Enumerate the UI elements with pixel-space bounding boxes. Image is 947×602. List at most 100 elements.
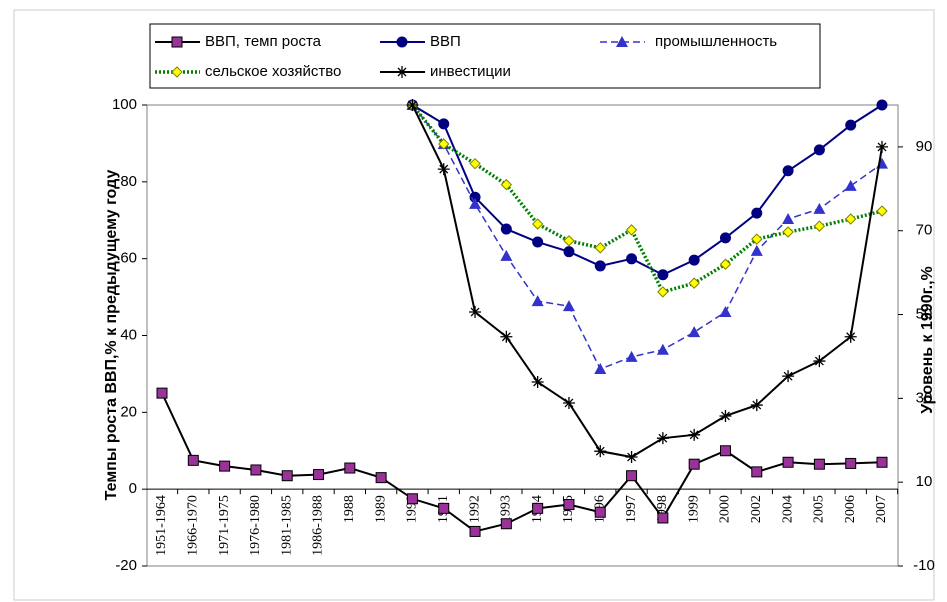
marker <box>406 99 419 111</box>
marker <box>563 235 575 247</box>
marker <box>719 258 732 270</box>
series-line <box>411 104 883 276</box>
legend-label: промышленность <box>655 33 777 50</box>
marker <box>469 157 481 170</box>
marker <box>844 179 857 191</box>
marker <box>616 36 628 47</box>
marker <box>782 370 795 383</box>
x-tick-label: 1993 <box>499 495 514 523</box>
marker <box>813 144 825 156</box>
y-tick-label: 20 <box>120 403 137 420</box>
marker <box>438 118 450 130</box>
series-line <box>411 104 883 370</box>
marker <box>406 493 418 505</box>
y2-axis-title: Уровень к 1990г.,% <box>919 266 936 414</box>
marker <box>171 66 183 78</box>
marker <box>656 432 669 445</box>
x-tick-label: 1986-1988 <box>311 495 326 556</box>
marker <box>219 460 231 472</box>
marker <box>531 295 544 307</box>
marker <box>594 445 607 458</box>
marker <box>625 451 638 464</box>
marker <box>688 254 700 266</box>
x-tick-label: 2006 <box>843 495 858 523</box>
marker <box>813 458 825 470</box>
x-tick-label: 1966-1970 <box>186 495 201 556</box>
x-tick-label: 2004 <box>780 495 795 523</box>
y-tick-label: 0 <box>129 480 137 497</box>
marker <box>719 445 731 457</box>
marker <box>813 355 826 368</box>
marker <box>531 218 544 230</box>
legend-label: ВВП, темп роста <box>205 33 322 50</box>
marker <box>750 244 763 256</box>
marker <box>594 363 607 375</box>
y-tick-label: 100 <box>112 96 137 113</box>
marker <box>688 458 700 470</box>
marker <box>845 457 857 469</box>
y-tick-label: 40 <box>120 326 137 343</box>
marker <box>845 119 857 131</box>
x-tick-label: 1971-1975 <box>217 495 232 556</box>
y-axis-title: Темпы роста ВВП,% к предыдущему году <box>103 170 120 501</box>
y2-tick-label: 50 <box>916 306 933 323</box>
series-line <box>411 104 883 459</box>
marker <box>437 163 450 176</box>
marker <box>469 197 482 209</box>
marker <box>250 464 262 476</box>
marker <box>657 286 669 298</box>
marker <box>396 66 408 78</box>
marker <box>171 36 183 48</box>
marker <box>719 232 731 244</box>
marker <box>500 518 512 530</box>
marker <box>469 525 481 537</box>
marker <box>500 178 513 191</box>
x-tick-label: 1992 <box>467 495 482 523</box>
y2-tick-label: 10 <box>916 473 933 490</box>
x-tick-label: 2007 <box>874 495 889 523</box>
y2-tick-label: 70 <box>916 222 933 239</box>
marker <box>782 165 794 177</box>
marker <box>562 300 575 312</box>
x-tick-label: 1997 <box>624 495 639 523</box>
marker <box>396 36 408 48</box>
marker <box>751 466 763 478</box>
marker <box>562 396 575 409</box>
marker <box>751 233 763 245</box>
marker <box>876 456 888 468</box>
marker <box>594 506 606 518</box>
marker <box>813 202 826 214</box>
x-tick-label: 2005 <box>812 495 827 523</box>
marker <box>626 470 638 482</box>
marker <box>751 207 763 219</box>
marker <box>688 277 700 289</box>
y2-tick-label: 30 <box>916 389 933 406</box>
y-tick-label: 80 <box>120 173 137 190</box>
legend <box>149 23 821 89</box>
marker <box>876 99 888 111</box>
marker <box>782 456 794 468</box>
marker <box>344 462 356 474</box>
marker <box>750 399 763 412</box>
marker <box>469 306 482 319</box>
marker <box>438 138 450 150</box>
marker <box>719 409 732 422</box>
legend-label: инвестиции <box>430 63 511 80</box>
x-tick-label: 1981-1985 <box>279 495 294 556</box>
y2-tick-label: 90 <box>916 138 933 155</box>
series-line <box>411 103 883 294</box>
marker <box>844 330 857 343</box>
x-tick-label: 2002 <box>749 495 764 523</box>
x-tick-label: 1999 <box>686 495 701 523</box>
marker <box>782 212 795 224</box>
marker <box>313 469 325 481</box>
y-tick-label: 60 <box>120 250 137 267</box>
x-tick-label: 1976-1980 <box>248 495 263 556</box>
marker <box>876 205 888 217</box>
marker <box>626 253 638 265</box>
marker <box>656 343 669 355</box>
legend-label: ВВП <box>430 33 461 50</box>
x-tick-label: 1988 <box>342 495 357 523</box>
marker <box>625 224 638 236</box>
